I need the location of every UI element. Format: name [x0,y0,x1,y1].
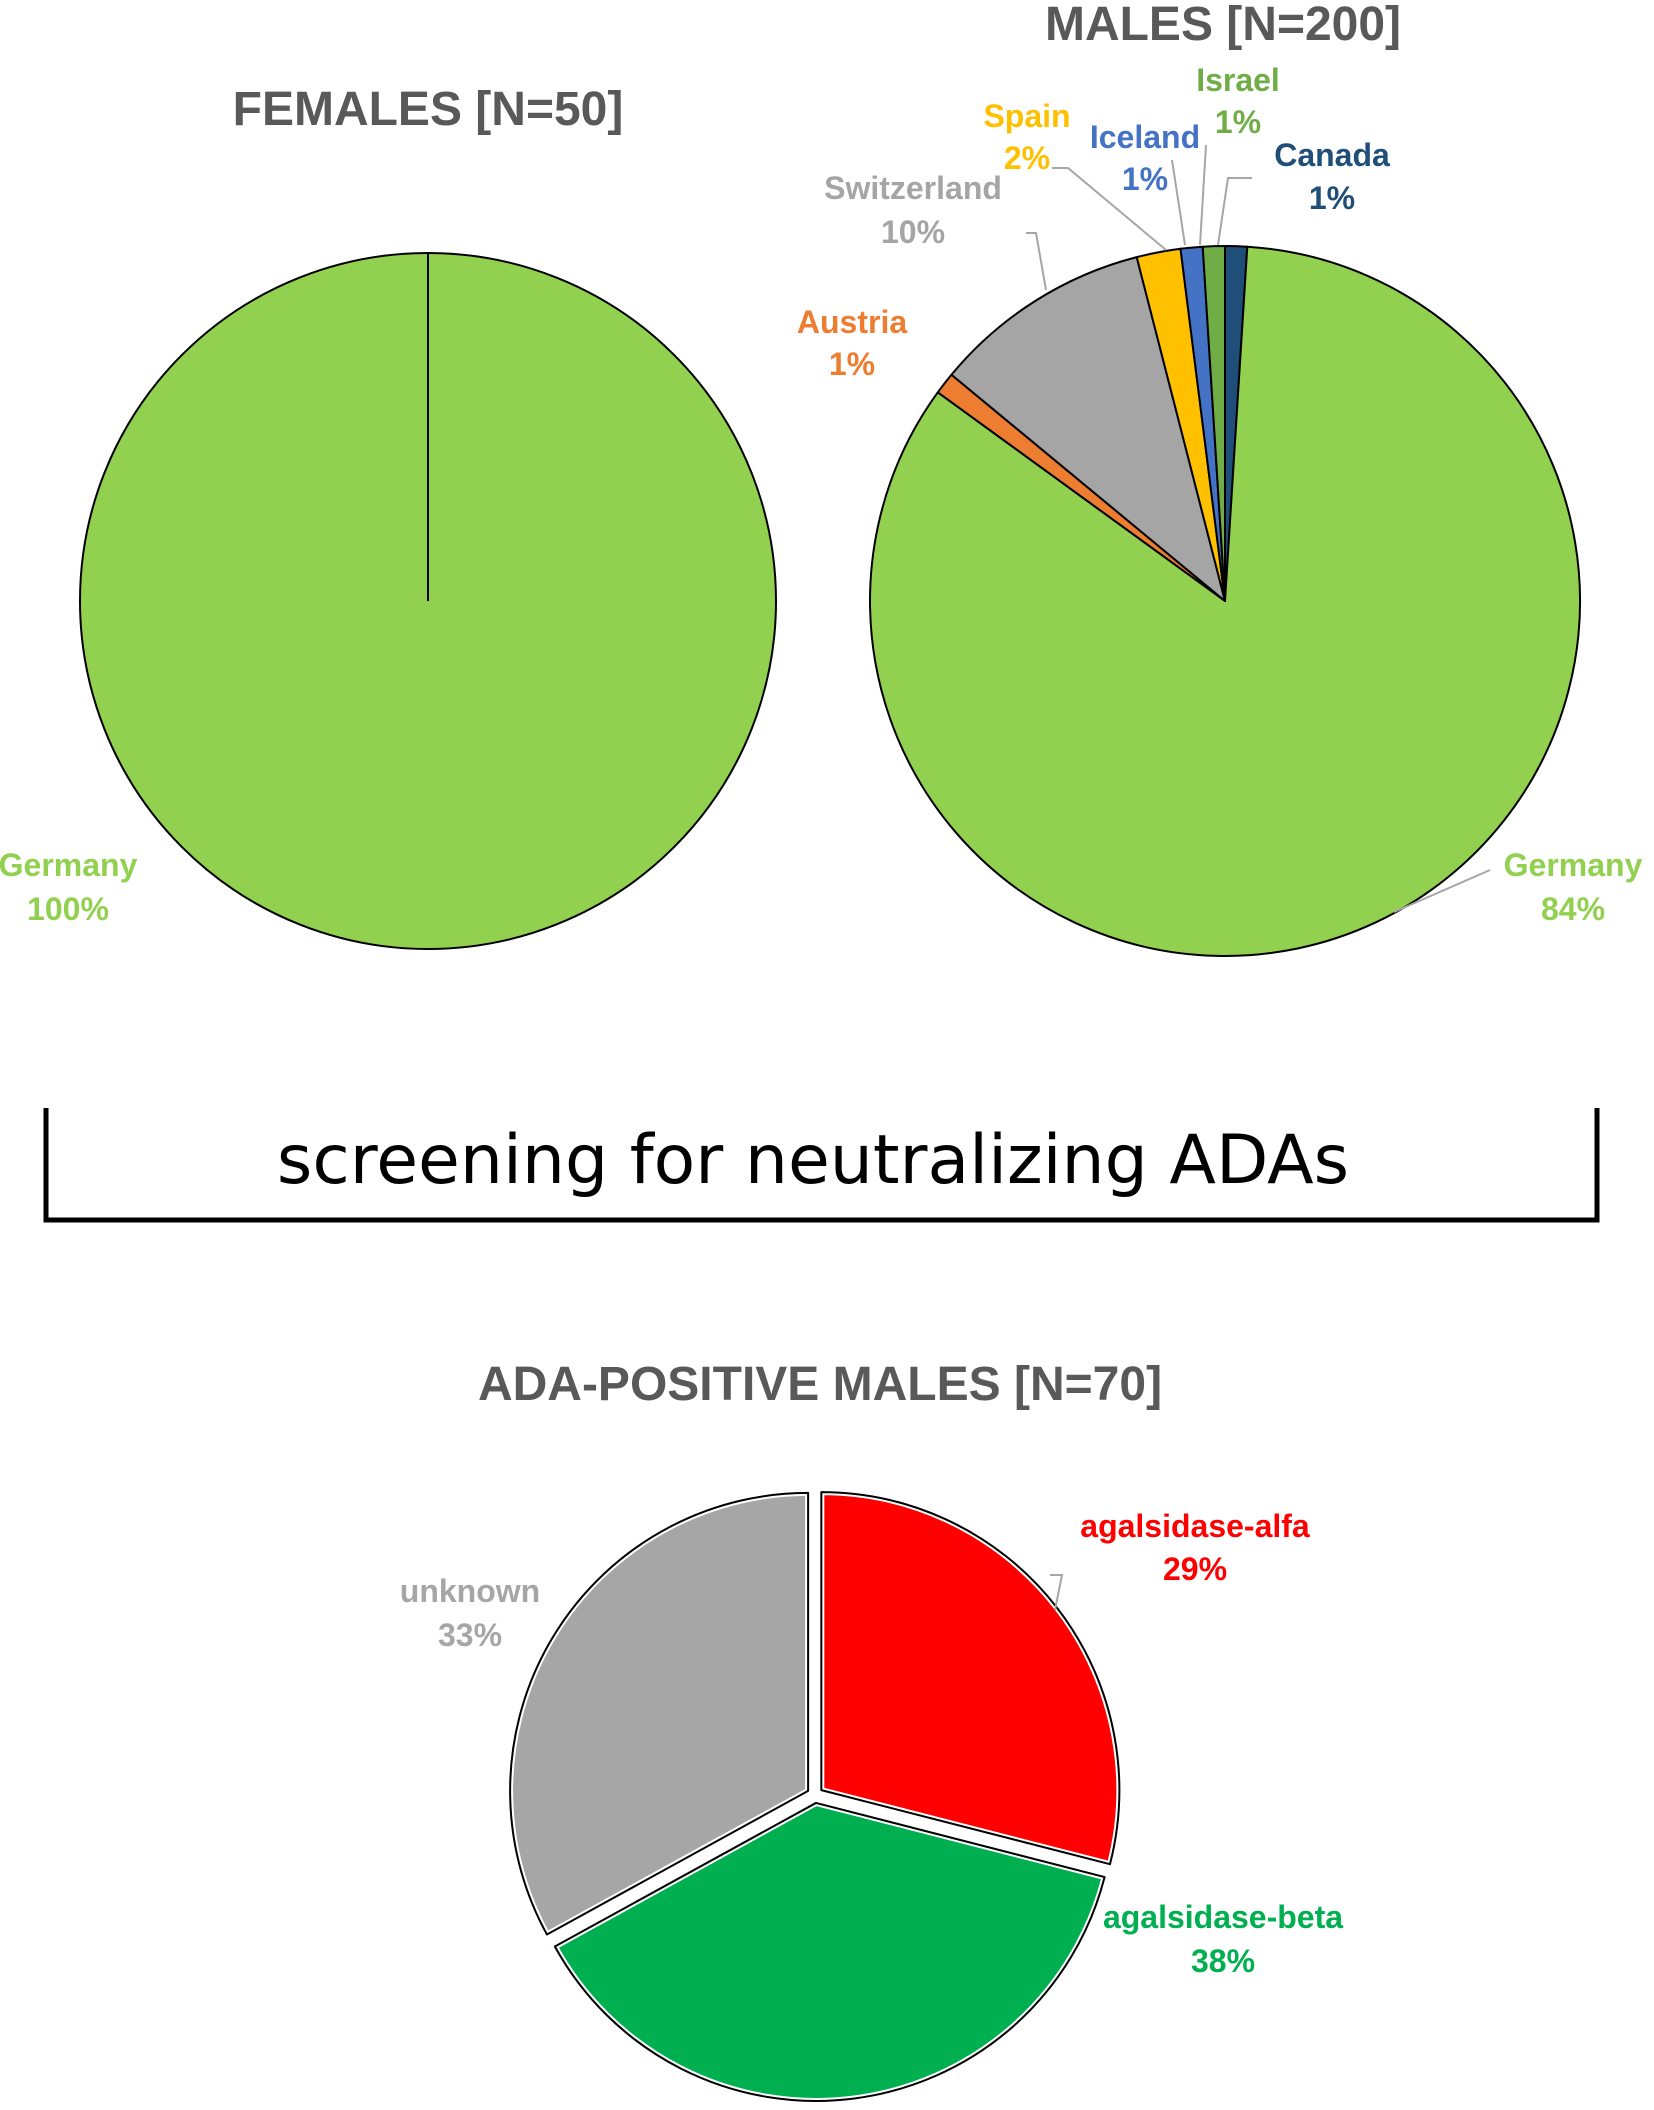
females-chart-title: FEMALES [N=50] [233,83,624,136]
bracket [43,1108,1600,1223]
label-germany-females: Germany [0,847,138,883]
label-switzerland: Switzerland [824,170,1002,206]
value-spain: 2% [1004,140,1050,176]
label-austria: Austria [797,304,907,340]
pie-slice-agalsidase-alfa [818,1489,1123,1868]
ada-chart-title: ADA-POSITIVE MALES [N=70] [478,1358,1162,1411]
males-chart-title: MALES [N=200] [1045,0,1401,51]
bracket-label: screening for neutralizing ADAs [277,1121,1349,1200]
label-israel: Israel [1196,62,1280,98]
leader-line-germany-males [1393,869,1491,913]
leader-line-switzerland [1026,232,1047,291]
label-iceland: Iceland [1090,119,1200,155]
males-pie [869,245,1581,958]
value-germany-males: 84% [1541,891,1605,927]
value-canada: 1% [1309,180,1355,216]
label-canada: Canada [1274,137,1390,173]
pie-slice-outline-agalsidase-alfa [820,1491,1121,1866]
value-israel: 1% [1215,104,1261,140]
ada-labels: agalsidase-alfa 29% agalsidase-beta 38% … [400,1508,1343,1979]
value-agalsidase-beta: 38% [1191,1943,1255,1979]
leader-line-agalsidase-alfa [1050,1574,1064,1611]
value-unknown: 33% [438,1617,502,1653]
label-germany-males: Germany [1504,847,1643,883]
label-spain: Spain [983,98,1070,134]
ada-pie [507,1489,1123,2104]
label-unknown: unknown [400,1573,540,1609]
value-austria: 1% [829,346,875,382]
label-agalsidase-alfa: agalsidase-alfa [1080,1508,1310,1544]
value-iceland: 1% [1122,161,1168,197]
leader-line-iceland [1171,159,1186,246]
females-labels: Germany 100% [0,847,138,927]
leader-lines [1026,144,1491,1611]
pie-slice-outline-agalsidase-beta [553,1801,1106,2102]
pie-slice-switzerland [950,256,1226,602]
value-switzerland: 10% [881,214,945,250]
label-agalsidase-beta: agalsidase-beta [1103,1899,1343,1935]
pie-slice-israel [1201,245,1226,602]
leader-line-israel [1199,144,1207,246]
leader-line-spain [1052,167,1167,251]
females-pie [79,252,777,950]
pie-slice-outline-unknown [509,1491,810,1936]
leader-line-canada [1217,177,1252,246]
value-agalsidase-alfa: 29% [1163,1551,1227,1587]
value-germany-females: 100% [27,891,109,927]
males-labels: Germany 84% Austria 1% Switzerland 10% S… [797,62,1643,927]
